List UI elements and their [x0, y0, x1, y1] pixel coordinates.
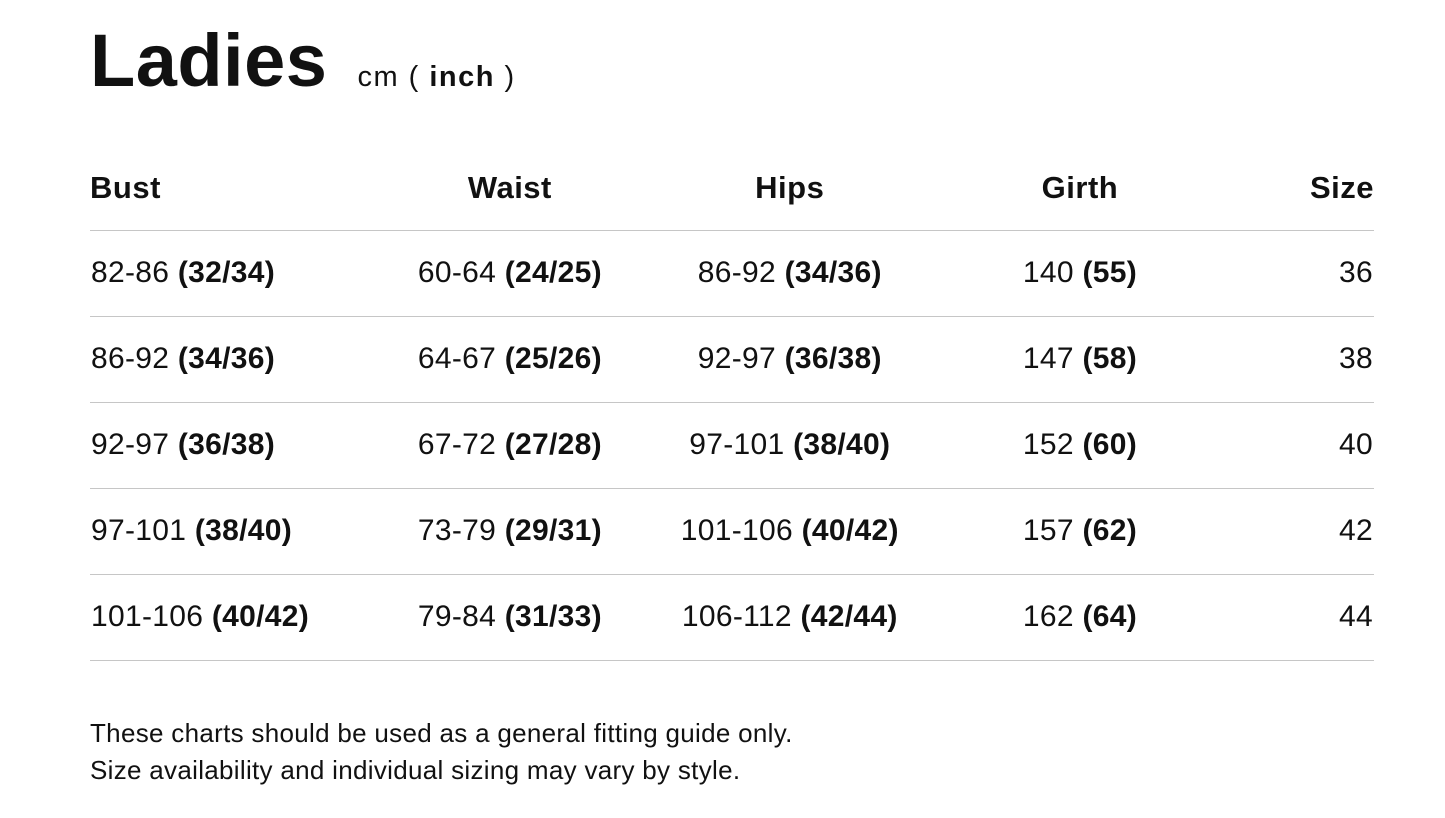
size-table: Bust Waist Hips Girth Size 82-86 (32/34)… — [90, 139, 1374, 661]
column-header-size: Size — [1230, 139, 1374, 231]
cell-hips: 106-112 (42/44) — [649, 574, 930, 661]
cell-size: 44 — [1230, 574, 1374, 661]
cell-bust: 86-92 (34/36) — [90, 316, 370, 403]
waist-cm-value: 79-84 — [417, 600, 497, 634]
bust-inch-value: (32/34) — [177, 256, 276, 290]
cell-waist: 64-67 (25/26) — [369, 316, 650, 403]
hips-inch-value: (38/40) — [793, 428, 891, 462]
table-header-row: Bust Waist Hips Girth Size — [90, 139, 1374, 231]
hips-inch-value: (34/36) — [784, 256, 882, 290]
hips-inch-value: (42/44) — [800, 600, 898, 634]
cell-size: 38 — [1230, 316, 1374, 403]
hips-cm-value: 97-101 — [689, 428, 785, 462]
bust-cm-value: 82-86 — [91, 256, 170, 290]
cell-girth: 152 (60) — [929, 402, 1231, 489]
cell-size: 40 — [1230, 402, 1374, 489]
waist-inch-value: (27/28) — [504, 428, 602, 462]
waist-cm-value: 64-67 — [417, 342, 497, 376]
page-title: Ladies — [90, 19, 328, 102]
bust-cm-value: 101-106 — [91, 600, 204, 634]
waist-inch-value: (29/31) — [504, 514, 602, 548]
cell-size: 36 — [1230, 230, 1374, 317]
units-suffix: ) — [495, 61, 516, 93]
cell-girth: 162 (64) — [929, 574, 1231, 661]
cell-bust: 97-101 (38/40) — [90, 488, 370, 575]
girth-inch-value: (62) — [1082, 514, 1138, 548]
girth-inch-value: (60) — [1082, 428, 1138, 462]
cell-bust: 101-106 (40/42) — [90, 574, 370, 661]
bust-inch-value: (34/36) — [177, 342, 276, 376]
bust-inch-value: (36/38) — [177, 428, 276, 462]
note-line-1: These charts should be used as a general… — [90, 717, 793, 748]
waist-cm-value: 67-72 — [417, 428, 497, 462]
table-row: 97-101 (38/40) 73-79 (29/31) 101-106 (40… — [90, 488, 1374, 575]
girth-cm-value: 157 — [1022, 514, 1074, 548]
cell-waist: 79-84 (31/33) — [369, 574, 650, 661]
waist-cm-value: 60-64 — [417, 256, 497, 290]
waist-inch-value: (31/33) — [504, 600, 602, 634]
cell-bust: 82-86 (32/34) — [90, 230, 370, 317]
hips-cm-value: 101-106 — [680, 514, 793, 548]
waist-inch-value: (25/26) — [504, 342, 602, 376]
hips-inch-value: (36/38) — [784, 342, 882, 376]
table-row: 86-92 (34/36) 64-67 (25/26) 92-97 (36/38… — [90, 316, 1374, 403]
hips-cm-value: 92-97 — [697, 342, 776, 376]
hips-cm-value: 106-112 — [681, 600, 792, 634]
hips-cm-value: 86-92 — [697, 256, 776, 290]
girth-inch-value: (58) — [1082, 342, 1138, 376]
bust-cm-value: 86-92 — [91, 342, 170, 376]
cell-waist: 67-72 (27/28) — [369, 402, 650, 489]
cell-girth: 140 (55) — [929, 230, 1231, 317]
bust-inch-value: (40/42) — [211, 600, 309, 634]
units-inch: inch — [429, 61, 495, 93]
note-line-2: Size availability and individual sizing … — [90, 755, 741, 786]
waist-cm-value: 73-79 — [417, 514, 497, 548]
cell-size: 42 — [1230, 488, 1374, 575]
units-prefix: cm ( — [357, 61, 430, 93]
cell-hips: 97-101 (38/40) — [649, 402, 930, 489]
table-row: 82-86 (32/34) 60-64 (24/25) 86-92 (34/36… — [90, 230, 1374, 317]
cell-hips: 86-92 (34/36) — [649, 230, 930, 317]
fitting-guide-note: These charts should be used as a general… — [90, 715, 1374, 790]
girth-cm-value: 152 — [1022, 428, 1074, 462]
bust-inch-value: (38/40) — [194, 514, 293, 548]
column-header-hips: Hips — [649, 139, 930, 231]
bust-cm-value: 92-97 — [91, 428, 170, 462]
cell-hips: 101-106 (40/42) — [649, 488, 930, 575]
cell-girth: 157 (62) — [929, 488, 1231, 575]
girth-cm-value: 147 — [1022, 342, 1074, 376]
girth-inch-value: (55) — [1082, 256, 1138, 290]
units-label: cm ( inch ) — [357, 61, 515, 94]
cell-waist: 60-64 (24/25) — [369, 230, 650, 317]
hips-inch-value: (40/42) — [801, 514, 899, 548]
title-row: Ladies cm ( inch ) — [90, 22, 1374, 100]
bust-cm-value: 97-101 — [91, 514, 187, 548]
table-row: 92-97 (36/38) 67-72 (27/28) 97-101 (38/4… — [90, 402, 1374, 489]
cell-hips: 92-97 (36/38) — [649, 316, 930, 403]
cell-waist: 73-79 (29/31) — [369, 488, 650, 575]
girth-inch-value: (64) — [1082, 600, 1138, 634]
column-header-bust: Bust — [90, 139, 370, 231]
table-row: 101-106 (40/42) 79-84 (31/33) 106-112 (4… — [90, 574, 1374, 661]
girth-cm-value: 140 — [1022, 256, 1074, 290]
cell-girth: 147 (58) — [929, 316, 1231, 403]
waist-inch-value: (24/25) — [504, 256, 602, 290]
girth-cm-value: 162 — [1022, 600, 1074, 634]
cell-bust: 92-97 (36/38) — [90, 402, 370, 489]
column-header-girth: Girth — [929, 139, 1231, 231]
column-header-waist: Waist — [369, 139, 650, 231]
